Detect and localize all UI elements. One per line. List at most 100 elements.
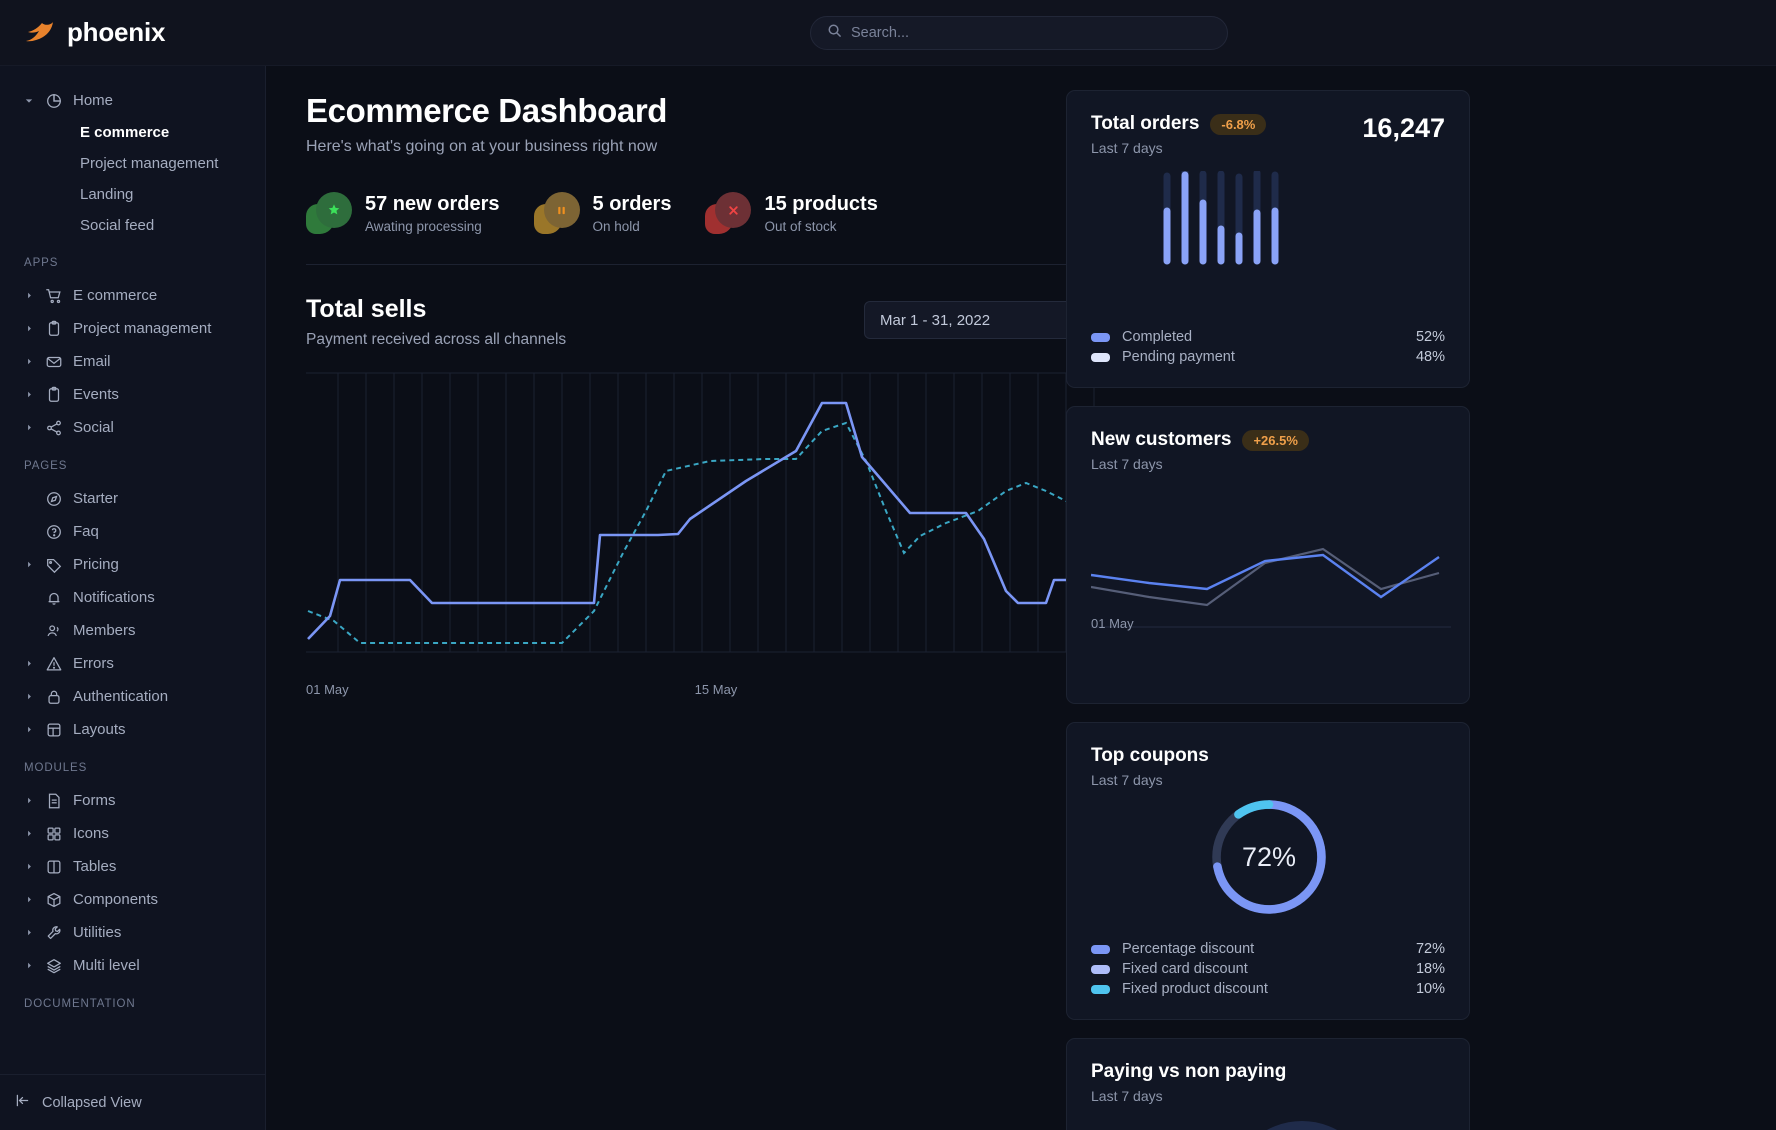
legend-value: 72% (1415, 941, 1445, 957)
sidebar-item-label: Social (73, 419, 114, 436)
sidebar-item-email[interactable]: Email (0, 345, 265, 378)
sidebar-item-label: Layouts (73, 721, 126, 738)
sidebar-section-modules: MODULES (24, 762, 88, 774)
sidebar-scroll: Home E commerce Project management Landi… (0, 66, 265, 1073)
stat-out-of-stock[interactable]: 15 products Out of stock (705, 192, 878, 234)
sidebar-item-label: Errors (73, 655, 114, 672)
sidebar-section-apps: APPS (24, 257, 59, 269)
sidebar-item-members[interactable]: Members (0, 614, 265, 647)
sidebar-item-label: Pricing (73, 556, 119, 573)
sidebar-item-authentication[interactable]: Authentication (0, 680, 265, 713)
card-top-coupons: Top coupons Last 7 days 72% (1066, 722, 1470, 1020)
paying-donut (1229, 1121, 1375, 1130)
axis-label-mid: 15 May (694, 682, 738, 697)
brand[interactable]: phoenix (0, 17, 266, 48)
legend-swatch (1091, 984, 1110, 994)
sidebar-item-label: Icons (73, 825, 109, 842)
legend-swatch (1091, 944, 1110, 954)
total-orders-value: 16,247 (1362, 113, 1445, 143)
sidebar-subitem-social-feed[interactable]: Social feed (80, 217, 155, 234)
box-icon (44, 890, 63, 909)
wrench-icon (44, 923, 63, 942)
card-title: Top coupons (1091, 745, 1209, 766)
legend-item: Percentage discount 72% (1091, 939, 1445, 959)
sidebar-item-errors[interactable]: Errors (0, 647, 265, 680)
body: Home E commerce Project management Landi… (0, 66, 1776, 1130)
sidebar-item-notifications[interactable]: Notifications (0, 581, 265, 614)
search-icon (827, 23, 842, 43)
sidebar-item-label: Events (73, 386, 119, 403)
sidebar-item-icons[interactable]: Icons (0, 817, 265, 850)
top-bar: phoenix (0, 0, 1776, 66)
grid-squares-icon (44, 824, 63, 843)
chevron-right-icon (24, 424, 34, 431)
star-icon (306, 192, 352, 234)
chevron-down-icon (24, 97, 34, 105)
total-sells-header: Total sells Payment received across all … (306, 295, 1126, 349)
total-sells-axis: 01 May 15 May 30 May (306, 682, 1126, 697)
chevron-right-icon (24, 929, 34, 936)
legend-item: Fixed product discount 10% (1091, 979, 1445, 999)
legend-value: 18% (1415, 961, 1445, 977)
sidebar-subitem-project-management[interactable]: Project management (80, 155, 219, 172)
card-title: Total orders (1091, 113, 1200, 134)
status-badge: -6.8% (1210, 113, 1267, 135)
sidebar-item-multi-level[interactable]: Multi level (0, 949, 265, 982)
search-input[interactable] (851, 25, 1211, 41)
sidebar-subitem-e-commerce[interactable]: E commerce (80, 124, 170, 141)
sidebar-item-e-commerce[interactable]: E commerce (0, 279, 265, 312)
sidebar-item-social[interactable]: Social (0, 411, 265, 444)
sidebar-item-project-management[interactable]: Project management (0, 312, 265, 345)
card-legend: Percentage discount 72% Fixed card disco… (1091, 939, 1445, 999)
sidebar-item-components[interactable]: Components (0, 883, 265, 916)
sidebar-item-label: Members (73, 622, 136, 639)
date-range-value: Mar 1 - 31, 2022 (880, 311, 991, 329)
sidebar-item-starter[interactable]: Starter (0, 482, 265, 515)
legend-label: Pending payment (1122, 349, 1235, 365)
users-icon (44, 621, 63, 640)
sidebar-section-pages: PAGES (24, 460, 68, 472)
question-circle-icon (44, 522, 63, 541)
page-subtitle: Here's what's going on at your business … (306, 138, 658, 155)
stat-title: 5 orders (592, 193, 672, 215)
legend-swatch (1091, 332, 1110, 342)
sidebar-subitem-landing[interactable]: Landing (80, 186, 134, 203)
sidebar-item-utilities[interactable]: Utilities (0, 916, 265, 949)
sidebar-item-label: Email (73, 353, 111, 370)
sidebar-item-label: Starter (73, 490, 119, 507)
tag-icon (44, 555, 63, 574)
legend-label: Completed (1122, 329, 1193, 345)
global-search[interactable] (810, 16, 1228, 50)
sidebar-item-label: Tables (73, 858, 117, 875)
sidebar-item-layouts[interactable]: Layouts (0, 713, 265, 746)
sidebar-item-label: Utilities (73, 924, 122, 941)
sidebar-item-tables[interactable]: Tables (0, 850, 265, 883)
chevron-right-icon (24, 561, 34, 568)
sidebar-item-home[interactable]: Home (0, 84, 265, 117)
dashboard-left-column: Ecommerce Dashboard Here's what's going … (266, 66, 1126, 1130)
chevron-right-icon (24, 726, 34, 733)
stat-on-hold[interactable]: 5 orders On hold (533, 192, 672, 234)
sidebar-item-events[interactable]: Events (0, 378, 265, 411)
chevron-right-icon (24, 693, 34, 700)
collapse-left-icon (14, 1092, 31, 1113)
sidebar-item-label: Faq (73, 523, 99, 540)
layers-icon (44, 956, 63, 975)
brand-name: phoenix (67, 17, 166, 47)
legend-item: Pending payment 48% (1091, 347, 1445, 367)
total-sells-subtitle: Payment received across all channels (306, 331, 567, 348)
donut-center-label: 72% (1241, 841, 1297, 872)
sidebar-item-forms[interactable]: Forms (0, 784, 265, 817)
sidebar-item-pricing[interactable]: Pricing (0, 548, 265, 581)
sidebar: Home E commerce Project management Landi… (0, 66, 266, 1130)
sidebar-item-faq[interactable]: Faq (0, 515, 265, 548)
top-coupons-donut (1212, 800, 1326, 914)
sidebar-item-label: Home (73, 92, 114, 109)
dashboard-top: Ecommerce Dashboard Here's what's going … (266, 66, 1776, 1130)
collapsed-view-toggle[interactable]: Collapsed View (0, 1074, 265, 1130)
card-subtitle: Last 7 days (1091, 772, 1163, 788)
lock-icon (44, 687, 63, 706)
chevron-right-icon (24, 325, 34, 332)
stat-new-orders[interactable]: 57 new orders Awating processing (306, 192, 500, 234)
